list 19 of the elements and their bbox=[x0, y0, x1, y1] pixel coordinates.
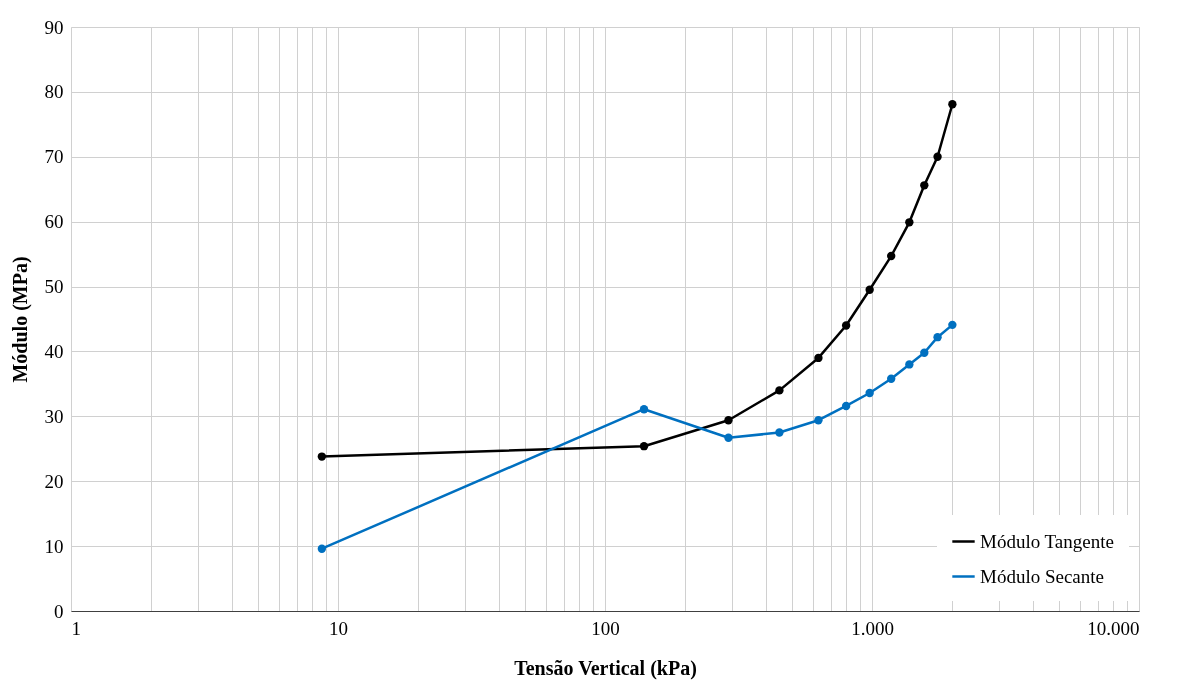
y-tick-label: 40 bbox=[44, 340, 64, 362]
x-tick-label: 10.000 bbox=[1087, 617, 1140, 639]
y-tick-label: 80 bbox=[44, 81, 64, 103]
x-axis-title: Tensão Vertical (kPa) bbox=[514, 656, 697, 680]
x-tick-label: 10 bbox=[329, 617, 348, 639]
y-tick-label: 70 bbox=[44, 146, 64, 168]
legend-label: Módulo Tangente bbox=[980, 530, 1114, 552]
x-tick-label: 1.000 bbox=[851, 617, 894, 639]
y-tick-label: 30 bbox=[44, 405, 64, 427]
y-axis-title: Módulo (MPa) bbox=[8, 256, 32, 383]
x-tick-label: 100 bbox=[591, 617, 620, 639]
y-tick-label: 90 bbox=[44, 16, 64, 38]
x-tick-label: 1 bbox=[71, 617, 81, 639]
y-tick-label: 0 bbox=[54, 600, 64, 622]
y-tick-label: 10 bbox=[44, 535, 64, 557]
y-tick-label: 50 bbox=[44, 276, 64, 298]
legend-label: Módulo Secante bbox=[980, 565, 1105, 587]
y-tick-label: 60 bbox=[44, 211, 64, 233]
y-tick-label: 20 bbox=[44, 470, 64, 492]
